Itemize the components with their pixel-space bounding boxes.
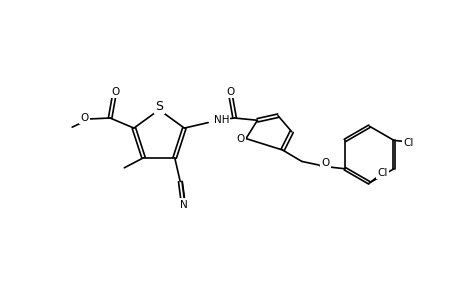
Text: O: O bbox=[80, 113, 88, 123]
Text: S: S bbox=[155, 100, 163, 112]
Text: NH: NH bbox=[213, 115, 229, 125]
Text: N: N bbox=[179, 200, 187, 210]
Text: Cl: Cl bbox=[376, 168, 386, 178]
Text: O: O bbox=[225, 86, 234, 97]
Text: O: O bbox=[321, 158, 329, 168]
Text: O: O bbox=[111, 86, 119, 97]
Text: Cl: Cl bbox=[403, 138, 413, 148]
Text: O: O bbox=[235, 134, 244, 144]
